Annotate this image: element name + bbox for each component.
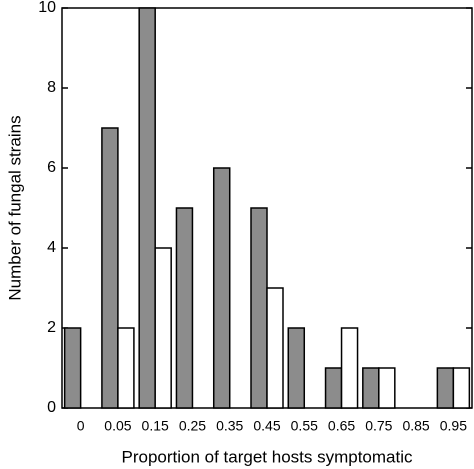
bar [175,207,194,409]
x-tick-label: 0.25 [179,418,206,434]
x-tick-label: 0.95 [440,418,467,434]
x-tick-label: 0.45 [253,418,280,434]
x-axis-label: Proportion of target hosts symptomatic [121,447,413,466]
x-tick-label: 0.15 [142,418,169,434]
bar [138,7,156,409]
bar [101,127,119,409]
x-tick-label: 0.05 [104,418,131,434]
bar [378,367,396,409]
x-tick-label: 0.85 [402,418,429,434]
x-tick-label: 0.55 [291,418,318,434]
bar [266,287,284,409]
bar [324,367,343,409]
x-tick-label: 0.35 [216,418,243,434]
bar [362,367,380,409]
bar [154,247,172,409]
y-tick-label: 4 [47,239,56,256]
bar [452,367,471,409]
bar [117,327,135,409]
bar [287,327,306,409]
y-tick-label: 8 [47,79,56,96]
y-tick-label: 6 [47,159,56,176]
x-tick-label: 0.75 [365,418,392,434]
bar [212,167,231,409]
y-axis-label: Number of fungal strains [5,115,24,300]
bar [250,207,268,409]
y-tick-label: 2 [47,319,56,336]
x-tick-label: 0.65 [328,418,355,434]
y-tick-label: 0 [47,399,56,416]
bar [340,327,359,409]
y-tick-label: 10 [38,0,56,16]
bar [436,367,455,409]
x-tick-label: 0 [77,418,85,434]
bar [63,327,82,409]
